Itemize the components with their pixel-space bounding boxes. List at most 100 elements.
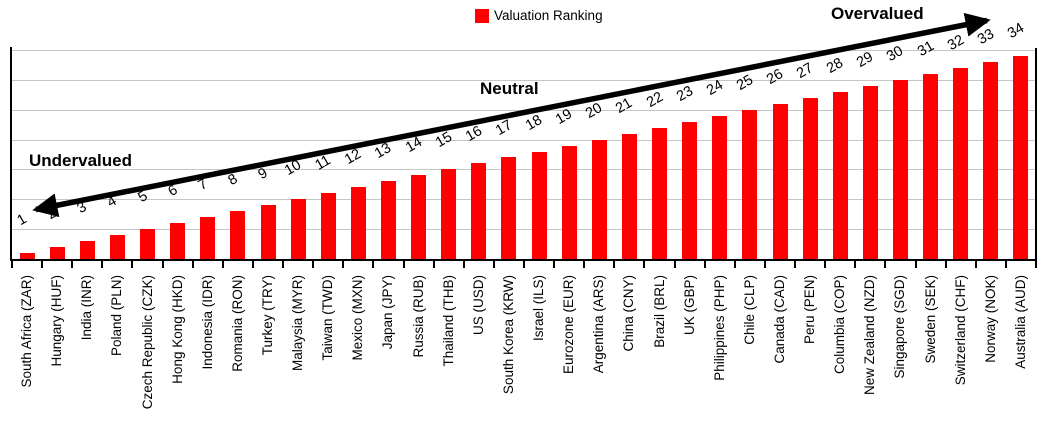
- x-axis-tick: [101, 259, 104, 268]
- bar: [832, 91, 848, 259]
- x-axis-label: South Korea (KRW): [500, 275, 516, 395]
- x-axis-tick: [553, 259, 556, 268]
- bar-value-label: 23: [673, 83, 696, 106]
- x-axis-tick: [312, 259, 315, 268]
- bar-value-label: 28: [824, 54, 847, 77]
- bar: [230, 211, 246, 259]
- x-axis-line: [10, 259, 1037, 261]
- x-axis-tick: [854, 259, 857, 268]
- bar: [140, 229, 156, 259]
- legend-label: Valuation Ranking: [494, 8, 603, 23]
- x-axis-label: Brazil (BRL): [651, 275, 667, 348]
- bar: [682, 121, 698, 259]
- bar-value-label: 3: [74, 199, 90, 218]
- plot-right-border: [1035, 48, 1037, 261]
- x-axis-tick: [703, 259, 706, 268]
- bar-value-label: 33: [974, 26, 997, 49]
- bar-value-label: 8: [225, 170, 241, 189]
- chart-legend: Valuation Ranking: [475, 8, 603, 23]
- x-axis-label: Malaysia (MYR): [290, 275, 306, 372]
- bar-value-label: 5: [135, 187, 151, 206]
- bar-value-label: 31: [914, 37, 937, 60]
- x-axis-label: Japan (JPY): [380, 275, 396, 350]
- x-axis-tick: [884, 259, 887, 268]
- gridline: [12, 139, 1036, 141]
- gridline: [12, 199, 1036, 201]
- x-axis-tick: [914, 259, 917, 268]
- bar: [802, 97, 818, 259]
- x-axis-label: Switzerland (CHF): [952, 275, 968, 386]
- bar-value-label: 25: [733, 71, 756, 94]
- bar-value-label: 15: [432, 128, 455, 151]
- x-axis-label: Israel (ILS): [531, 275, 547, 342]
- gridline: [12, 109, 1036, 111]
- bar-value-label: 17: [492, 117, 515, 140]
- bar: [350, 187, 366, 259]
- bar: [200, 217, 216, 259]
- bar: [1013, 55, 1029, 259]
- bar: [621, 133, 637, 259]
- x-axis-tick: [733, 259, 736, 268]
- bar: [892, 79, 908, 259]
- x-axis-label: UK (GBP): [681, 275, 697, 336]
- bar-value-label: 2: [44, 204, 60, 223]
- x-axis-tick: [583, 259, 586, 268]
- bar: [471, 163, 487, 259]
- bar-value-label: 7: [195, 176, 211, 195]
- x-axis-tick: [11, 259, 13, 268]
- x-axis-label: Poland (PLN): [109, 275, 125, 357]
- bar: [260, 205, 276, 259]
- x-axis-label: New Zealand (NZD): [862, 275, 878, 396]
- x-axis-tick: [492, 259, 495, 268]
- x-axis-label: South Africa (ZAR): [19, 275, 35, 388]
- x-axis-label: Eurozone (EUR): [561, 275, 577, 375]
- bar: [19, 253, 35, 259]
- x-axis-label: Czech Republic (CZK): [139, 275, 155, 410]
- x-axis-tick: [221, 259, 224, 268]
- bar: [712, 115, 728, 259]
- annotation-undervalued: Undervalued: [29, 151, 132, 170]
- bar: [49, 247, 65, 259]
- bar-value-label: 34: [1004, 20, 1027, 43]
- x-axis-label: Hungary (HUF): [49, 275, 65, 367]
- x-axis-tick: [462, 259, 465, 268]
- x-axis-tick: [523, 259, 525, 268]
- bar-value-label: 16: [462, 123, 485, 145]
- bar: [79, 241, 95, 259]
- x-axis-tick: [161, 259, 164, 268]
- x-axis-tick: [402, 259, 405, 268]
- x-axis-tick: [1004, 259, 1007, 268]
- x-axis-tick: [824, 259, 827, 268]
- x-axis-tick: [794, 259, 797, 268]
- annotation-neutral: Neutral: [480, 79, 539, 98]
- bar-value-label: 1: [14, 210, 30, 229]
- bar-value-label: 26: [764, 66, 786, 88]
- bar-value-label: 9: [255, 164, 271, 183]
- x-axis-label: Columbia (COP): [832, 275, 848, 375]
- bar: [441, 169, 457, 259]
- x-axis-tick: [944, 259, 947, 268]
- x-axis-tick: [974, 259, 977, 268]
- x-axis-label: Thailand (THB): [440, 275, 456, 367]
- bar: [170, 223, 186, 259]
- gridline: [12, 229, 1036, 231]
- x-axis-label: Norway (NOK): [982, 275, 998, 363]
- x-axis-tick: [251, 259, 254, 268]
- bar: [531, 151, 547, 259]
- x-axis-tick: [131, 259, 134, 268]
- x-axis-label: US (USD): [470, 275, 486, 335]
- x-axis-label: Argentina (ARS): [591, 275, 607, 374]
- bar-value-label: 29: [854, 48, 877, 71]
- x-axis-tick: [763, 259, 766, 268]
- bar: [109, 235, 125, 259]
- bar: [290, 199, 306, 259]
- x-axis-tick: [643, 259, 646, 268]
- x-axis-label: India (INR): [79, 275, 95, 341]
- bar: [772, 103, 788, 259]
- x-axis-label: Turkey (TRY): [260, 275, 275, 356]
- x-axis-label: Singapore (SGD): [892, 275, 908, 379]
- bar-value-label: 18: [523, 111, 546, 134]
- x-axis-label: Australia (AUD): [1012, 275, 1028, 369]
- x-axis-tick: [191, 259, 194, 268]
- annotation-overvalued: Overvalued: [831, 4, 924, 23]
